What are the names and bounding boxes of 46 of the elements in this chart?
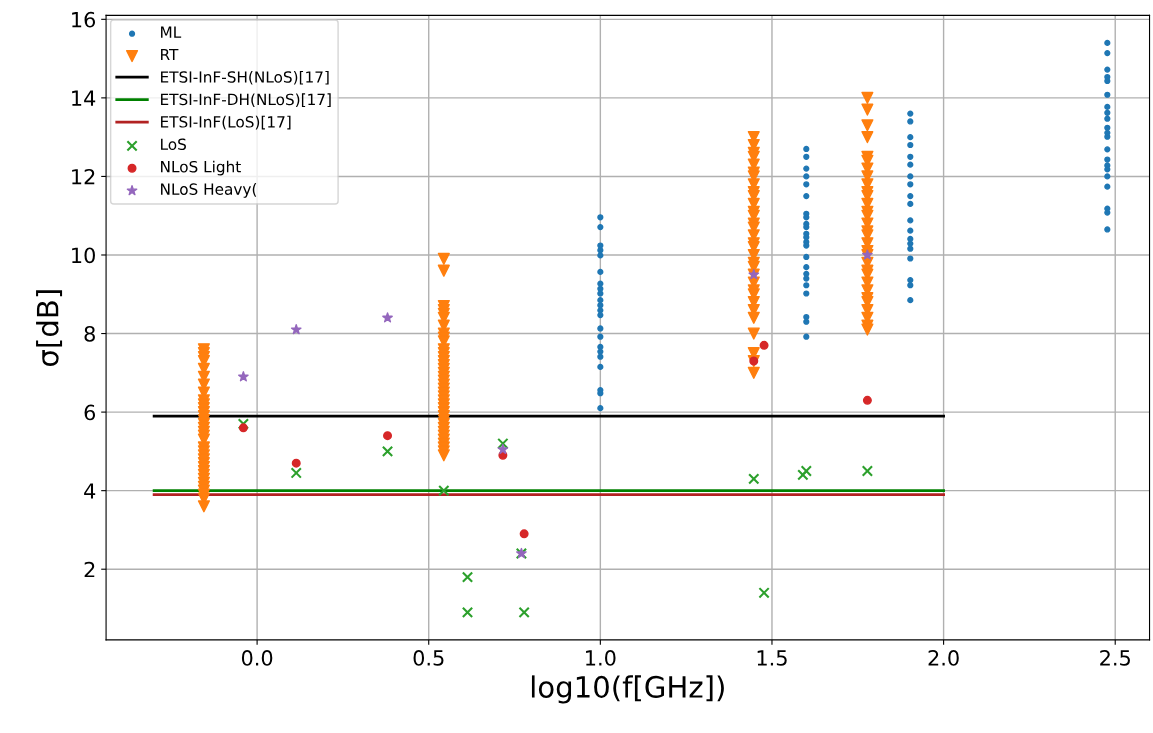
point [290,467,302,479]
y-tick-label: 14 [72,90,96,106]
point [291,458,301,468]
point [861,465,874,477]
x-tick-label: 2.5 [1100,650,1130,666]
point [800,465,812,477]
point [238,423,248,433]
point [438,484,450,497]
x-tick-label: 1.5 [757,650,787,666]
y-tick-label: 16 [72,11,96,28]
legend-label: RT [161,48,179,61]
point [383,431,393,441]
y-tick-label: 4 [84,483,96,499]
legend-label: NLoS Light [161,160,241,176]
x-tick-label: 2.0 [928,650,959,666]
y-axis-title: σ[dB] [36,290,63,366]
point [238,371,249,382]
y-tick-label: 2 [84,561,95,578]
point [461,571,474,583]
legend-label: ETSI-InF(LoS)[17] [161,115,291,130]
point [758,587,770,599]
x-tick-label: 1.0 [586,650,616,666]
point [748,473,760,485]
x-tick-label: 0.0 [241,650,273,666]
y-tick-label: 10 [72,247,95,264]
legend-label: LoS [161,138,186,151]
legend-label: ETSI-InF-SH(NLoS)[17] [161,70,329,85]
point [497,443,509,455]
x-tick-label: 0.5 [413,650,444,666]
point [797,469,809,481]
point [290,324,302,335]
y-tick-label: 6 [84,404,96,421]
point [862,395,872,405]
legend-label: ML [161,26,182,38]
y-tick-label: 8 [84,326,95,342]
point [497,437,509,450]
legend-label: ETSI-InF-DH(NLoS)[17] [161,93,331,107]
point [461,606,474,619]
legend-label: NLoS Heavy( [161,183,257,198]
point [759,340,769,350]
point [381,445,394,458]
point [382,312,393,323]
x-axis-title: log10(f[GHz]) [531,675,724,704]
point [518,606,530,619]
y-tick-label: 12 [72,168,95,185]
point [519,529,529,539]
